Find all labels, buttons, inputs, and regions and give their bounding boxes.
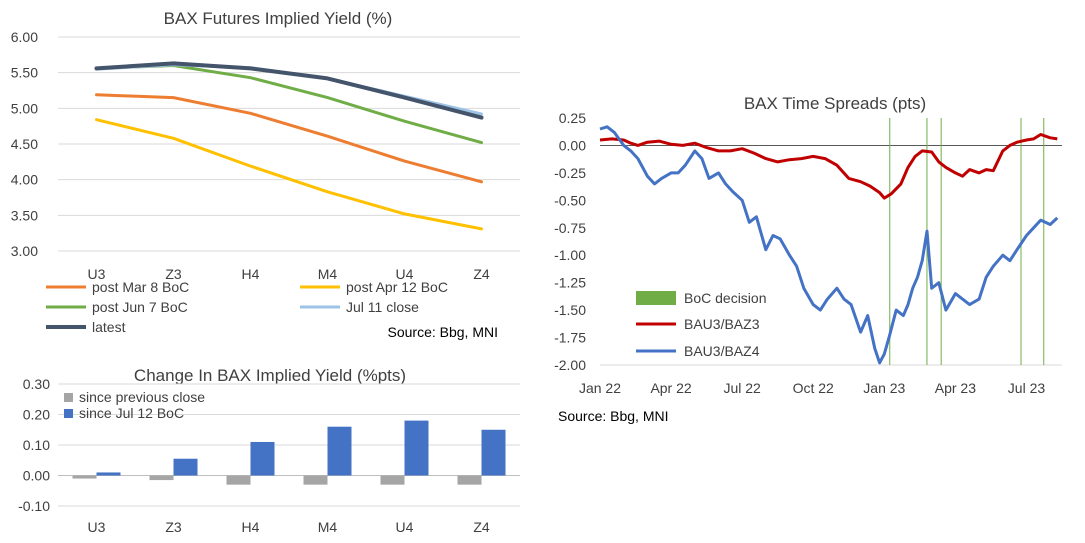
spreads-legend-label: BoC decision	[684, 290, 767, 306]
changes-x-tick: Z3	[165, 519, 182, 535]
spreads-y-tick: -0.25	[554, 165, 586, 181]
changes-y-tick: 0.00	[23, 468, 50, 484]
changes-chart-title: Change In BAX Implied Yield (%pts)	[134, 366, 406, 385]
changes-bar	[404, 420, 429, 476]
levels-y-tick: 3.00	[11, 243, 38, 259]
spreads-source-note: Source: Bbg, MNI	[558, 408, 669, 424]
spreads-series-line	[599, 133, 1058, 200]
levels-x-tick: H4	[242, 266, 260, 282]
changes-bar	[250, 441, 275, 476]
levels-x-tick: Z3	[165, 266, 182, 282]
levels-y-tick: 6.00	[11, 29, 38, 45]
changes-legend-swatch	[64, 393, 73, 402]
changes-legend-label: since previous close	[79, 389, 205, 405]
levels-y-tick: 4.00	[11, 172, 38, 188]
changes-bar	[303, 475, 328, 485]
changes-y-tick: -0.10	[18, 498, 50, 514]
changes-bar	[149, 475, 174, 481]
spreads-y-tick: -2.00	[554, 357, 586, 373]
spreads-y-tick: -1.75	[554, 330, 586, 346]
spreads-x-tick: Jan 23	[863, 380, 905, 396]
changes-legend-label: since Jul 12 BoC	[79, 405, 184, 421]
levels-x-tick: U4	[396, 266, 414, 282]
spreads-y-tick: -0.75	[554, 220, 586, 236]
levels-y-tick: 3.50	[11, 207, 38, 223]
levels-series-line	[94, 61, 484, 120]
spreads-x-tick: Apr 22	[650, 380, 691, 396]
changes-x-tick: Z4	[473, 519, 490, 535]
changes-y-tick: 0.30	[23, 376, 50, 392]
spreads-y-tick: -1.50	[554, 302, 586, 318]
spreads-y-tick: 0.00	[559, 137, 586, 153]
changes-bar	[173, 458, 198, 476]
levels-x-tick: U3	[88, 266, 106, 282]
levels-x-tick: Z4	[473, 266, 490, 282]
changes-chart: 0.30 0.20 0.10 0.00 -0.10 U3 Z3 H4 M4 U4 Z4 since p…	[18, 376, 520, 535]
spreads-x-tick: Jul 22	[723, 380, 761, 396]
changes-x-tick: H4	[242, 519, 260, 535]
levels-legend-label: post Mar 8 BoC	[92, 279, 189, 295]
changes-bar	[380, 475, 405, 485]
levels-chart-title: BAX Futures Implied Yield (%)	[164, 9, 393, 28]
spreads-chart: 0.25 0.00 -0.25 -0.50 -0.75 -1.00 -1.25 -1.50 -1…	[554, 110, 1062, 396]
spreads-x-tick: Jul 23	[1008, 380, 1046, 396]
spreads-x-tick: Oct 22	[793, 380, 834, 396]
levels-legend-label: post Apr 12 BoC	[346, 279, 448, 295]
changes-x-tick: M4	[318, 519, 338, 535]
spreads-series-line	[599, 125, 1059, 365]
levels-legend-label: latest	[92, 319, 126, 335]
levels-y-tick: 4.50	[11, 136, 38, 152]
levels-series-line	[95, 118, 483, 231]
levels-legend-label: post Jun 7 BoC	[92, 299, 188, 315]
spreads-y-tick: -1.00	[554, 247, 586, 263]
changes-y-tick: 0.20	[23, 407, 50, 423]
levels-y-tick: 5.50	[11, 65, 38, 81]
changes-bar	[226, 475, 251, 485]
changes-x-tick: U3	[88, 519, 106, 535]
spreads-legend-swatch	[636, 291, 676, 305]
changes-bar	[457, 475, 482, 485]
levels-source-note: Source: Bbg, MNI	[388, 324, 499, 340]
changes-legend-swatch	[64, 409, 73, 418]
spreads-y-tick: -1.25	[554, 275, 586, 291]
changes-bar	[327, 426, 352, 476]
levels-x-tick: M4	[318, 266, 338, 282]
spreads-x-tick: Jan 22	[579, 380, 621, 396]
spreads-x-tick: Apr 23	[935, 380, 976, 396]
changes-x-tick: U4	[396, 519, 414, 535]
changes-bar	[96, 472, 121, 476]
levels-legend-label: Jul 11 close	[346, 299, 419, 315]
levels-series-line	[95, 93, 483, 184]
changes-y-tick: 0.10	[23, 437, 50, 453]
spreads-legend-label: BAU3/BAZ4	[684, 343, 760, 359]
spreads-legend-label: BAU3/BAZ3	[684, 316, 760, 332]
spreads-y-tick: -0.50	[554, 192, 586, 208]
spreads-chart-title: BAX Time Spreads (pts)	[744, 94, 926, 113]
levels-chart: 6.00 5.50 5.00 4.50 4.00 3.50 3.00 U3 Z3 H4 M4 U4 Z4…	[11, 29, 520, 335]
changes-bar	[481, 429, 506, 476]
spreads-y-tick: 0.25	[559, 110, 586, 126]
changes-bar	[72, 475, 97, 479]
levels-y-tick: 5.00	[11, 100, 38, 116]
